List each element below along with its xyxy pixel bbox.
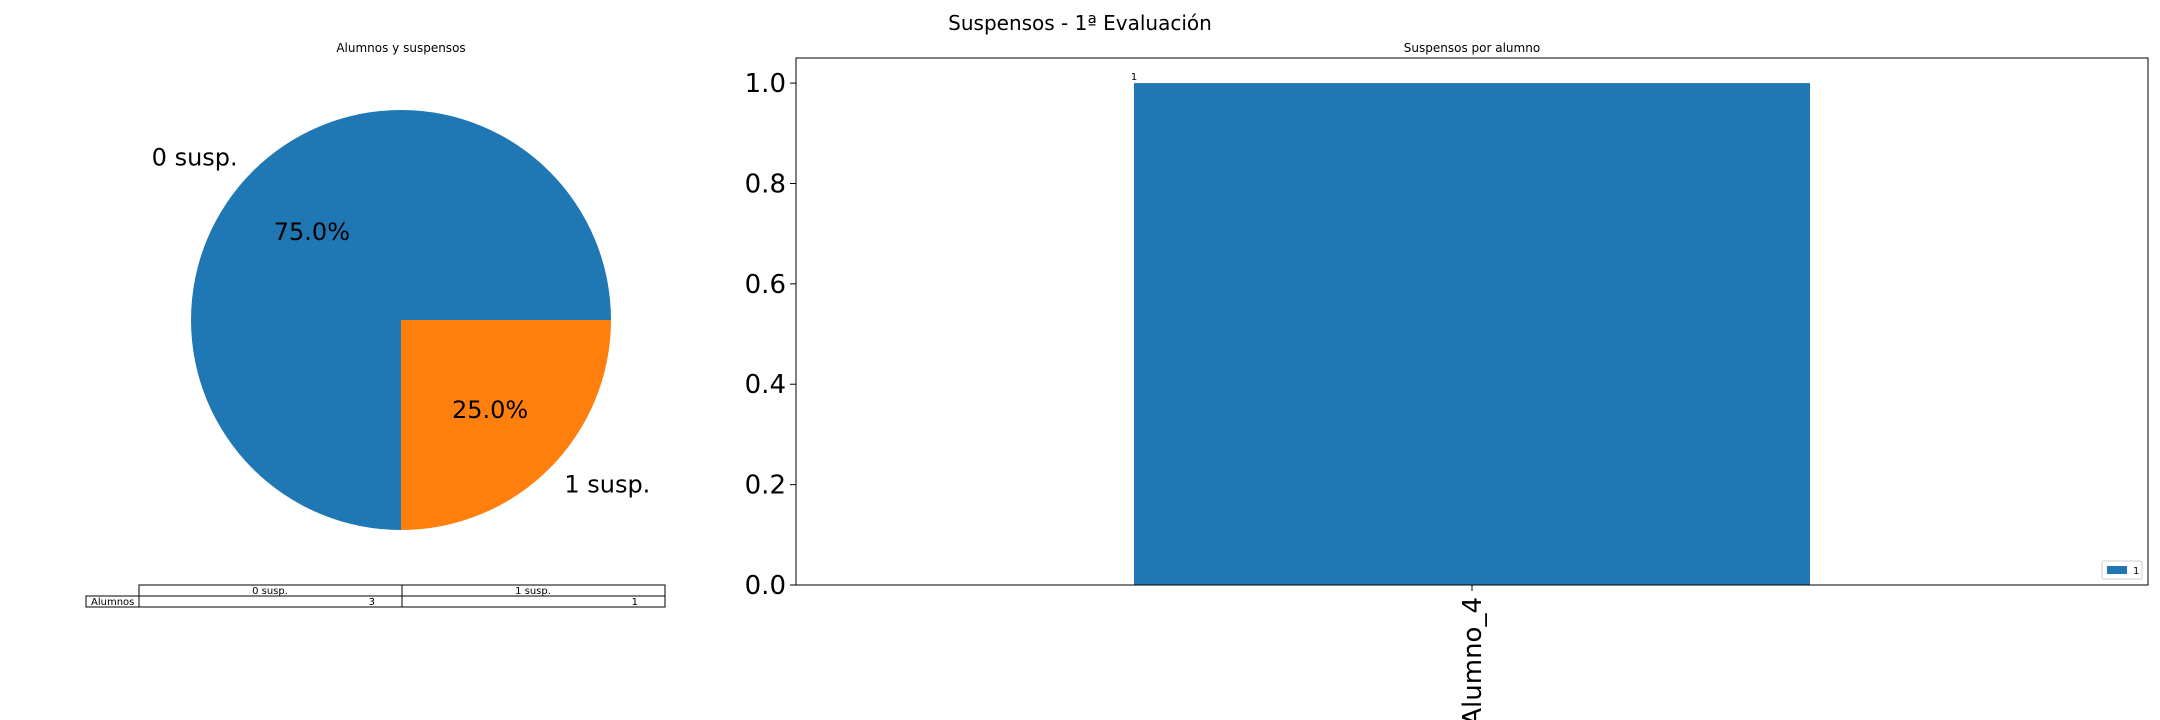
y-tick-label: 0.6: [745, 270, 786, 300]
pie-slice-label: 1 susp.: [564, 470, 650, 498]
table-cell: [401, 595, 666, 608]
table-col-header: 1 susp.: [515, 586, 551, 597]
table-row-header: Alumnos: [91, 597, 134, 608]
bar-marks: 1: [1131, 72, 1810, 585]
pie-slice-label: 0 susp.: [152, 144, 238, 172]
pie-percent-label: 75.0%: [274, 218, 350, 246]
legend-label: 1: [2133, 566, 2139, 577]
pie-labels: 75.0% 0 susp. 25.0% 1 susp.: [152, 144, 651, 499]
y-tick-label: 0.4: [745, 370, 786, 400]
table-cell-value: 3: [369, 597, 375, 608]
table-cell: [138, 595, 403, 608]
x-axis: Alumno_4: [1458, 585, 1488, 720]
bar: [1134, 83, 1810, 585]
pie-slices: [191, 110, 611, 530]
pie-percent-label: 25.0%: [452, 396, 528, 424]
y-tick-label: 0.2: [745, 471, 786, 501]
pie-chart: Alumnos y suspensos 75.0% 0 susp. 25.0% 1 s…: [85, 41, 666, 608]
table-cell-value: 1: [632, 597, 638, 608]
y-tick-label: 1.0: [745, 69, 786, 99]
bar-chart: Suspensos por alumno 1 0.0 0.2 0.4 0.6 0.8 1.…: [745, 41, 2149, 720]
bar-title: Suspensos por alumno: [1404, 41, 1540, 55]
y-tick-label: 0.8: [745, 169, 786, 199]
legend-swatch: [2107, 566, 2127, 574]
table-col-header: 0 susp.: [252, 586, 288, 597]
figure-title: Suspensos - 1ª Evaluación: [948, 11, 1212, 35]
data-table: 0 susp. 1 susp. Alumnos 3 1: [85, 584, 666, 608]
y-tick-label: 0.0: [745, 571, 786, 601]
pie-slice: [401, 320, 611, 530]
y-axis: 0.0 0.2 0.4 0.6 0.8 1.0: [745, 69, 796, 601]
bar-data-label: 1: [1131, 72, 1137, 83]
pie-title: Alumnos y suspensos: [336, 41, 465, 55]
legend: 1: [2101, 560, 2143, 580]
x-tick-label: Alumno_4: [1458, 597, 1488, 720]
